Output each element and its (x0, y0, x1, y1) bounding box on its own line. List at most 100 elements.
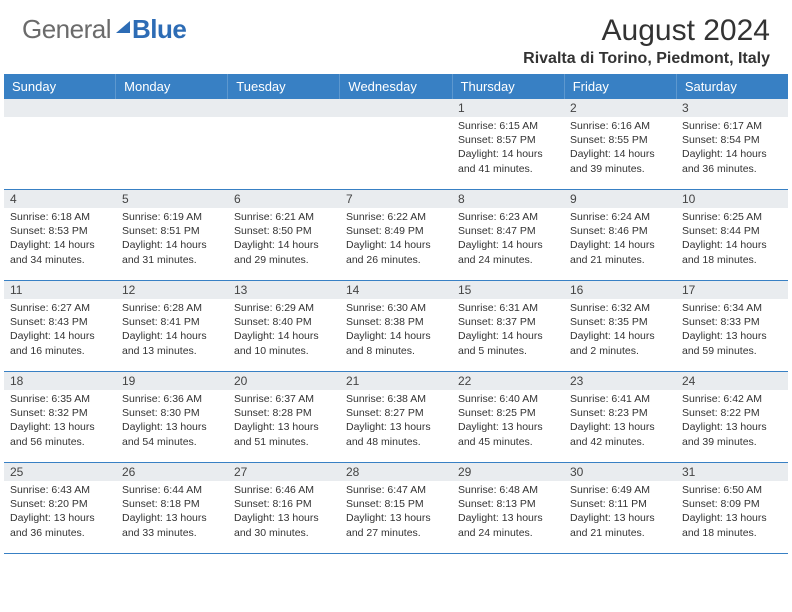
daylight-line: Daylight: 14 hours and 5 minutes. (458, 329, 558, 357)
sunset-line: Sunset: 8:40 PM (234, 315, 334, 329)
day-cell: 16Sunrise: 6:32 AMSunset: 8:35 PMDayligh… (564, 281, 676, 371)
daylight-line: Daylight: 13 hours and 30 minutes. (234, 511, 334, 539)
daylight-line: Daylight: 14 hours and 8 minutes. (346, 329, 446, 357)
daylight-line: Daylight: 14 hours and 13 minutes. (122, 329, 222, 357)
sunrise-line: Sunrise: 6:15 AM (458, 119, 558, 133)
day-number: 17 (676, 281, 788, 299)
sunrise-line: Sunrise: 6:31 AM (458, 301, 558, 315)
day-cell: 24Sunrise: 6:42 AMSunset: 8:22 PMDayligh… (676, 372, 788, 462)
weekday-header: Thursday (453, 74, 565, 99)
sunrise-line: Sunrise: 6:42 AM (682, 392, 782, 406)
calendar: Sunday Monday Tuesday Wednesday Thursday… (0, 74, 792, 554)
day-number: 6 (228, 190, 340, 208)
day-number (116, 99, 228, 117)
sunrise-line: Sunrise: 6:36 AM (122, 392, 222, 406)
day-number: 28 (340, 463, 452, 481)
week-row: 1Sunrise: 6:15 AMSunset: 8:57 PMDaylight… (4, 99, 788, 190)
week-row: 4Sunrise: 6:18 AMSunset: 8:53 PMDaylight… (4, 190, 788, 281)
day-cell: 1Sunrise: 6:15 AMSunset: 8:57 PMDaylight… (452, 99, 564, 189)
daylight-line: Daylight: 13 hours and 18 minutes. (682, 511, 782, 539)
day-number (340, 99, 452, 117)
day-cell: 30Sunrise: 6:49 AMSunset: 8:11 PMDayligh… (564, 463, 676, 553)
daylight-line: Daylight: 14 hours and 34 minutes. (10, 238, 110, 266)
sunset-line: Sunset: 8:15 PM (346, 497, 446, 511)
sunset-line: Sunset: 8:16 PM (234, 497, 334, 511)
weekday-header: Friday (565, 74, 677, 99)
sunrise-line: Sunrise: 6:41 AM (570, 392, 670, 406)
sunset-line: Sunset: 8:27 PM (346, 406, 446, 420)
day-details: Sunrise: 6:48 AMSunset: 8:13 PMDaylight:… (452, 481, 564, 546)
day-cell: 17Sunrise: 6:34 AMSunset: 8:33 PMDayligh… (676, 281, 788, 371)
sunrise-line: Sunrise: 6:30 AM (346, 301, 446, 315)
brand-general: General (22, 14, 111, 45)
sunrise-line: Sunrise: 6:18 AM (10, 210, 110, 224)
day-cell: 2Sunrise: 6:16 AMSunset: 8:55 PMDaylight… (564, 99, 676, 189)
header: General Blue August 2024 Rivalta di Tori… (0, 0, 792, 74)
day-number: 14 (340, 281, 452, 299)
sunset-line: Sunset: 8:43 PM (10, 315, 110, 329)
week-row: 18Sunrise: 6:35 AMSunset: 8:32 PMDayligh… (4, 372, 788, 463)
day-details: Sunrise: 6:47 AMSunset: 8:15 PMDaylight:… (340, 481, 452, 546)
day-details: Sunrise: 6:50 AMSunset: 8:09 PMDaylight:… (676, 481, 788, 546)
day-details: Sunrise: 6:35 AMSunset: 8:32 PMDaylight:… (4, 390, 116, 455)
day-number: 8 (452, 190, 564, 208)
day-number: 26 (116, 463, 228, 481)
daylight-line: Daylight: 14 hours and 39 minutes. (570, 147, 670, 175)
day-details: Sunrise: 6:19 AMSunset: 8:51 PMDaylight:… (116, 208, 228, 273)
daylight-line: Daylight: 14 hours and 18 minutes. (682, 238, 782, 266)
day-details: Sunrise: 6:38 AMSunset: 8:27 PMDaylight:… (340, 390, 452, 455)
day-number: 24 (676, 372, 788, 390)
day-details: Sunrise: 6:21 AMSunset: 8:50 PMDaylight:… (228, 208, 340, 273)
daylight-line: Daylight: 14 hours and 29 minutes. (234, 238, 334, 266)
day-number: 15 (452, 281, 564, 299)
sunset-line: Sunset: 8:51 PM (122, 224, 222, 238)
day-number: 18 (4, 372, 116, 390)
sunset-line: Sunset: 8:57 PM (458, 133, 558, 147)
day-cell: 23Sunrise: 6:41 AMSunset: 8:23 PMDayligh… (564, 372, 676, 462)
day-details: Sunrise: 6:29 AMSunset: 8:40 PMDaylight:… (228, 299, 340, 364)
sunrise-line: Sunrise: 6:21 AM (234, 210, 334, 224)
day-cell (340, 99, 452, 189)
sunset-line: Sunset: 8:46 PM (570, 224, 670, 238)
day-details: Sunrise: 6:36 AMSunset: 8:30 PMDaylight:… (116, 390, 228, 455)
daylight-line: Daylight: 13 hours and 36 minutes. (10, 511, 110, 539)
sunset-line: Sunset: 8:41 PM (122, 315, 222, 329)
daylight-line: Daylight: 14 hours and 2 minutes. (570, 329, 670, 357)
sunrise-line: Sunrise: 6:37 AM (234, 392, 334, 406)
day-number: 5 (116, 190, 228, 208)
day-cell: 14Sunrise: 6:30 AMSunset: 8:38 PMDayligh… (340, 281, 452, 371)
day-cell: 21Sunrise: 6:38 AMSunset: 8:27 PMDayligh… (340, 372, 452, 462)
sunrise-line: Sunrise: 6:28 AM (122, 301, 222, 315)
sunrise-line: Sunrise: 6:17 AM (682, 119, 782, 133)
day-cell: 26Sunrise: 6:44 AMSunset: 8:18 PMDayligh… (116, 463, 228, 553)
sunrise-line: Sunrise: 6:24 AM (570, 210, 670, 224)
weekday-header: Tuesday (228, 74, 340, 99)
day-cell: 22Sunrise: 6:40 AMSunset: 8:25 PMDayligh… (452, 372, 564, 462)
day-cell (4, 99, 116, 189)
daylight-line: Daylight: 13 hours and 48 minutes. (346, 420, 446, 448)
day-details: Sunrise: 6:41 AMSunset: 8:23 PMDaylight:… (564, 390, 676, 455)
daylight-line: Daylight: 13 hours and 21 minutes. (570, 511, 670, 539)
weeks-container: 1Sunrise: 6:15 AMSunset: 8:57 PMDaylight… (4, 99, 788, 554)
day-details: Sunrise: 6:44 AMSunset: 8:18 PMDaylight:… (116, 481, 228, 546)
sunset-line: Sunset: 8:18 PM (122, 497, 222, 511)
brand-logo: General Blue (22, 14, 186, 45)
day-details: Sunrise: 6:27 AMSunset: 8:43 PMDaylight:… (4, 299, 116, 364)
day-cell: 4Sunrise: 6:18 AMSunset: 8:53 PMDaylight… (4, 190, 116, 280)
day-number: 16 (564, 281, 676, 299)
day-cell: 12Sunrise: 6:28 AMSunset: 8:41 PMDayligh… (116, 281, 228, 371)
week-row: 11Sunrise: 6:27 AMSunset: 8:43 PMDayligh… (4, 281, 788, 372)
sunset-line: Sunset: 8:13 PM (458, 497, 558, 511)
daylight-line: Daylight: 13 hours and 27 minutes. (346, 511, 446, 539)
day-details: Sunrise: 6:17 AMSunset: 8:54 PMDaylight:… (676, 117, 788, 182)
sunset-line: Sunset: 8:37 PM (458, 315, 558, 329)
day-number: 22 (452, 372, 564, 390)
day-cell: 10Sunrise: 6:25 AMSunset: 8:44 PMDayligh… (676, 190, 788, 280)
sunrise-line: Sunrise: 6:44 AM (122, 483, 222, 497)
day-number: 20 (228, 372, 340, 390)
day-details: Sunrise: 6:34 AMSunset: 8:33 PMDaylight:… (676, 299, 788, 364)
brand-blue: Blue (132, 14, 186, 45)
day-cell: 3Sunrise: 6:17 AMSunset: 8:54 PMDaylight… (676, 99, 788, 189)
day-number: 9 (564, 190, 676, 208)
day-details: Sunrise: 6:49 AMSunset: 8:11 PMDaylight:… (564, 481, 676, 546)
